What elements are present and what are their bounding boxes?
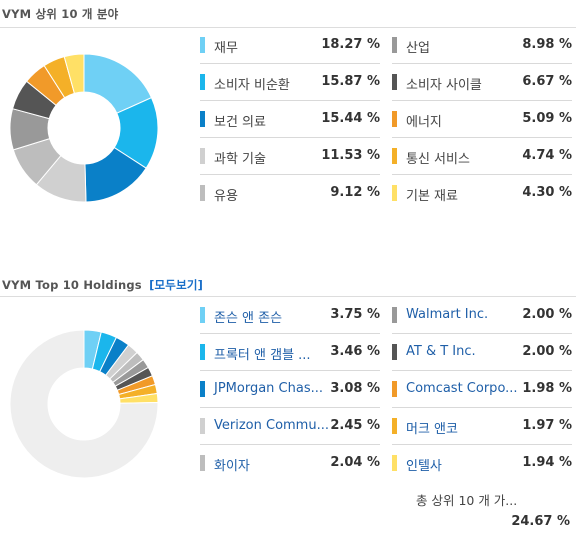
donut-slice — [9, 329, 159, 479]
legend-label: 기본 재료 — [406, 189, 458, 204]
legend-row[interactable]: Comcast Corpo... 1.98 % — [392, 371, 572, 408]
legend-row: 기본 재료 4.30 % — [392, 175, 572, 212]
sectors-title: VYM 상위 10 개 분야 — [2, 6, 118, 22]
legend-swatch — [392, 185, 397, 201]
legend-swatch — [392, 418, 397, 434]
legend-value: 4.74 % — [522, 148, 572, 163]
legend-swatch — [392, 381, 397, 397]
legend-value: 1.97 % — [522, 418, 572, 433]
legend-label: 산업 — [406, 41, 430, 56]
legend-value: 5.09 % — [522, 111, 572, 126]
legend-swatch — [200, 185, 205, 201]
legend-row: 과학 기술 11.53 % — [200, 138, 380, 175]
legend-row[interactable]: 존슨 앤 존슨 3.75 % — [200, 297, 380, 334]
holdings-legend-left: 존슨 앤 존슨 3.75 % 프록터 앤 갬블 ... 3.46 % JPMorgan … — [200, 297, 380, 482]
legend-value: 2.45 % — [330, 418, 380, 433]
legend-label[interactable]: 인텔사 — [406, 459, 442, 474]
legend-swatch — [392, 307, 397, 323]
legend-label: 보건 의료 — [214, 115, 266, 130]
legend-row[interactable]: JPMorgan Chas... 3.08 % — [200, 371, 380, 408]
legend-row[interactable]: 화이자 2.04 % — [200, 445, 380, 482]
legend-row: 에너지 5.09 % — [392, 101, 572, 138]
legend-swatch — [392, 37, 397, 53]
legend-label[interactable]: 화이자 — [214, 459, 250, 474]
legend-label[interactable]: Comcast Corpo... — [406, 381, 518, 396]
legend-row: 산업 8.98 % — [392, 27, 572, 64]
sectors-legend-right: 산업 8.98 % 소비자 사이클 6.67 % 에너지 5.09 % 통신 서비스 4.74… — [392, 27, 572, 212]
sectors-donut-chart — [9, 53, 159, 203]
legend-value: 2.00 % — [522, 344, 572, 359]
legend-value: 3.08 % — [330, 381, 380, 396]
legend-row: 소비자 사이클 6.67 % — [392, 64, 572, 101]
legend-label: 에너지 — [406, 115, 442, 130]
holdings-donut-chart — [9, 329, 159, 479]
legend-label[interactable]: JPMorgan Chas... — [214, 381, 324, 396]
legend-label: 소비자 사이클 — [406, 78, 482, 93]
legend-value: 3.75 % — [330, 307, 380, 322]
holdings-total-label: 총 상위 10 개 가... — [416, 493, 518, 508]
legend-value: 8.98 % — [522, 37, 572, 52]
holdings-title-text: VYM Top 10 Holdings — [2, 278, 142, 292]
legend-swatch — [200, 37, 205, 53]
legend-row[interactable]: AT & T Inc. 2.00 % — [392, 334, 572, 371]
legend-value: 9.12 % — [330, 185, 380, 200]
legend-label: 소비자 비순환 — [214, 78, 290, 93]
legend-row: 재무 18.27 % — [200, 27, 380, 64]
legend-row: 통신 서비스 4.74 % — [392, 138, 572, 175]
donut-slice — [63, 53, 85, 94]
legend-label[interactable]: 머크 앤코 — [406, 422, 458, 437]
legend-swatch — [200, 418, 205, 434]
legend-label[interactable]: 존슨 앤 존슨 — [214, 311, 283, 326]
legend-row[interactable]: Verizon Commu... 2.45 % — [200, 408, 380, 445]
legend-swatch — [392, 111, 397, 127]
legend-value: 1.98 % — [522, 381, 572, 396]
legend-swatch — [200, 344, 205, 360]
legend-value: 6.67 % — [522, 74, 572, 89]
legend-swatch — [392, 74, 397, 90]
legend-swatch — [200, 381, 205, 397]
legend-label[interactable]: Walmart Inc. — [406, 307, 489, 322]
legend-row: 소비자 비순환 15.87 % — [200, 64, 380, 101]
legend-value: 11.53 % — [321, 148, 380, 163]
legend-label[interactable]: Verizon Commu... — [214, 418, 329, 433]
legend-swatch — [200, 455, 205, 471]
legend-row[interactable]: 머크 앤코 1.97 % — [392, 408, 572, 445]
legend-swatch — [200, 111, 205, 127]
legend-value: 18.27 % — [321, 37, 380, 52]
legend-label[interactable]: 프록터 앤 갬블 ... — [214, 348, 311, 363]
sectors-title-text: VYM 상위 10 개 분야 — [2, 7, 119, 21]
legend-row[interactable]: Walmart Inc. 2.00 % — [392, 297, 572, 334]
legend-swatch — [392, 148, 397, 164]
legend-label[interactable]: AT & T Inc. — [406, 344, 476, 359]
legend-swatch — [200, 74, 205, 90]
legend-row[interactable]: 프록터 앤 갬블 ... 3.46 % — [200, 334, 380, 371]
legend-label: 과학 기술 — [214, 152, 266, 167]
legend-value: 2.00 % — [522, 307, 572, 322]
legend-row: 보건 의료 15.44 % — [200, 101, 380, 138]
sectors-title-divider — [0, 27, 576, 28]
legend-swatch — [392, 344, 397, 360]
holdings-legend-right: Walmart Inc. 2.00 % AT & T Inc. 2.00 % Comca… — [392, 297, 572, 482]
legend-swatch — [200, 307, 205, 323]
legend-label: 재무 — [214, 41, 238, 56]
legend-row[interactable]: 인텔사 1.94 % — [392, 445, 572, 482]
legend-value: 2.04 % — [330, 455, 380, 470]
sectors-legend-left: 재무 18.27 % 소비자 비순환 15.87 % 보건 의료 15.44 % 과학 기술… — [200, 27, 380, 212]
legend-value: 15.44 % — [321, 111, 380, 126]
legend-value: 4.30 % — [522, 185, 572, 200]
holdings-title-divider — [0, 296, 576, 297]
legend-label: 통신 서비스 — [406, 152, 470, 167]
legend-value: 3.46 % — [330, 344, 380, 359]
legend-value: 15.87 % — [321, 74, 380, 89]
legend-label: 유용 — [214, 189, 238, 204]
legend-row: 유용 9.12 % — [200, 175, 380, 212]
holdings-title: VYM Top 10 Holdings [모두보기] — [2, 277, 203, 293]
view-all-link[interactable]: [모두보기] — [149, 278, 204, 292]
legend-value: 1.94 % — [522, 455, 572, 470]
holdings-total-value: 24.67 % — [511, 514, 570, 529]
legend-swatch — [392, 455, 397, 471]
legend-swatch — [200, 148, 205, 164]
